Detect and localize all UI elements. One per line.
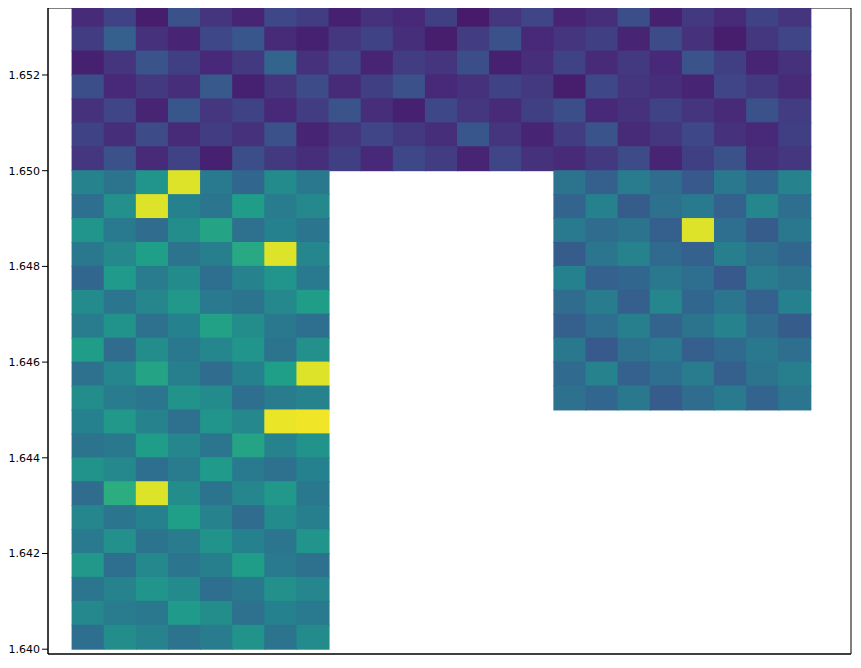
svg-text:1.642: 1.642 [9,547,41,560]
svg-text:1.640: 1.640 [9,643,41,656]
svg-text:1.650: 1.650 [9,165,41,178]
svg-text:1.646: 1.646 [9,356,41,369]
svg-text:1.644: 1.644 [9,452,41,465]
svg-text:1.648: 1.648 [9,260,41,273]
svg-text:1.652: 1.652 [9,69,41,82]
